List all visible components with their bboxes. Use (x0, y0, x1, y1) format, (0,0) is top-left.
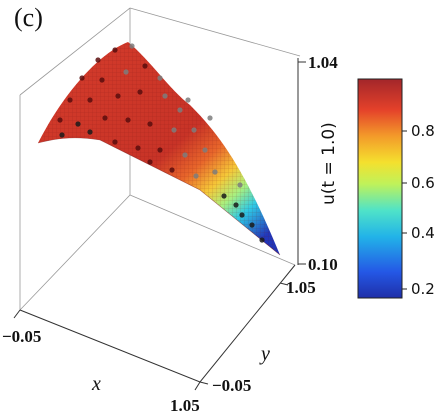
sample-point (237, 182, 243, 188)
sample-point (249, 222, 255, 228)
sample-point (129, 43, 135, 49)
x-tick-label-min: −0.05 (2, 327, 41, 346)
sample-point (112, 139, 118, 145)
sample-point (125, 117, 131, 123)
sample-point (233, 202, 239, 208)
sample-point (79, 75, 85, 81)
colorbar-tick-0.2: 0.2 (411, 280, 435, 298)
y-axis-line (199, 264, 296, 383)
sample-point (147, 121, 153, 127)
sample-point (182, 152, 188, 158)
sample-points (57, 43, 265, 243)
sample-point (59, 132, 65, 138)
axes-box (19, 7, 301, 383)
sample-point (259, 237, 265, 243)
z-axis-label: u(t = 1.0) (319, 122, 339, 205)
panel-label: (c) (14, 3, 43, 32)
sample-point (137, 89, 143, 95)
sample-point (123, 69, 129, 75)
sample-point (75, 121, 81, 127)
sample-point (191, 127, 197, 133)
x-axis-line (19, 309, 201, 383)
sample-point (185, 97, 191, 103)
sample-point (171, 127, 177, 133)
sample-point (102, 115, 108, 121)
sample-point (99, 77, 105, 83)
floor-edges (19, 194, 296, 311)
sample-point (193, 173, 199, 179)
sample-point (162, 93, 168, 99)
sample-point (177, 107, 183, 113)
sample-point (221, 193, 227, 199)
y-tick-end (279, 282, 289, 286)
z-tick-label-min: 0.10 (308, 255, 338, 274)
sample-point (135, 145, 141, 151)
sample-point (157, 75, 163, 81)
colorbar-ticks (402, 130, 407, 290)
sample-point (112, 47, 118, 53)
sample-point (95, 57, 101, 63)
sample-point (57, 117, 63, 123)
colorbar-tick-0.8: 0.8 (411, 122, 435, 140)
x-tick-end (194, 381, 201, 391)
x-tick-start (13, 309, 21, 319)
x-tick-label-max: 1.05 (170, 396, 200, 415)
sample-point (87, 97, 93, 103)
y-tick-label-min: −0.05 (212, 376, 251, 395)
colorbar-gradient (357, 78, 403, 299)
sample-point (142, 63, 148, 69)
sample-point (202, 147, 208, 153)
surface-front-edge (37, 137, 281, 256)
x-axis-label: x (91, 373, 101, 395)
colorbar-tick-0.4: 0.4 (411, 224, 435, 242)
sample-point (239, 212, 245, 218)
y-axis-label: y (259, 343, 270, 365)
colorbar-tick-0.6: 0.6 (411, 174, 435, 192)
tick-marks (13, 61, 306, 391)
sample-point (207, 115, 213, 121)
z-tick-label-max: 1.04 (308, 53, 338, 72)
sample-point (212, 169, 218, 175)
sample-point (67, 97, 73, 103)
sample-point (87, 129, 93, 135)
sample-point (147, 159, 153, 165)
y-tick-label-max: 1.05 (286, 278, 316, 297)
y-tick-start (199, 381, 209, 385)
colorbar: 0.2 0.4 0.6 0.8 (357, 78, 435, 299)
sample-point (157, 147, 163, 153)
sample-point (169, 167, 175, 173)
sample-point (115, 93, 121, 99)
back-pane-edges (19, 7, 301, 310)
